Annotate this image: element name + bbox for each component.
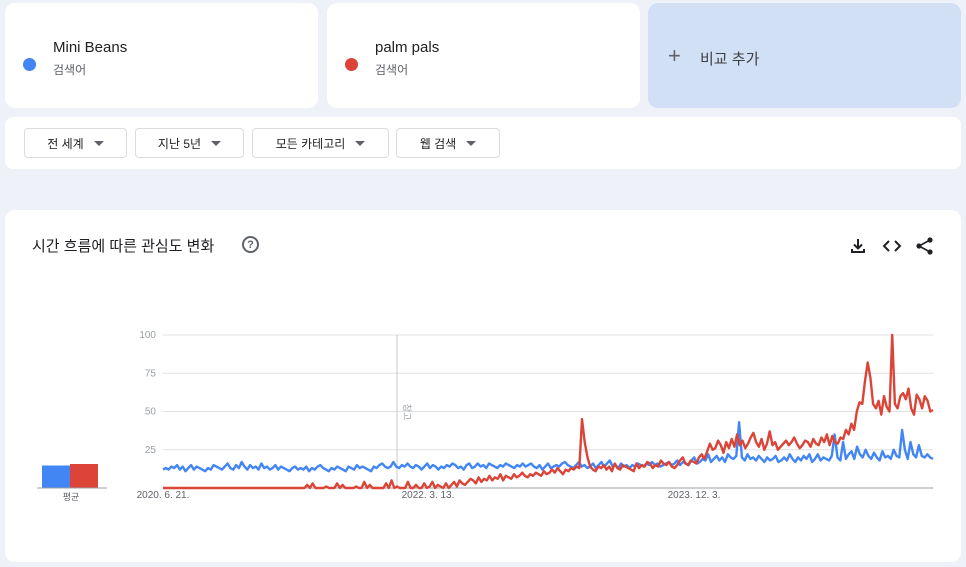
average-bar-palm-pals <box>70 464 98 488</box>
average-chart: 평균 <box>37 464 107 502</box>
y-tick-label: 50 <box>145 407 157 418</box>
note-marker-label: 참고 <box>402 404 412 421</box>
filter-search-type-label: 웹 검색 <box>419 136 457 151</box>
filter-region[interactable]: 전 세계 <box>24 128 127 158</box>
chart-title: 시간 흐름에 따른 관심도 변화 <box>32 238 215 255</box>
x-tick-label: 2022. 3. 13. <box>402 490 455 501</box>
help-icon[interactable]: ? <box>242 236 259 253</box>
filter-bar: 전 세계 지난 5년 모든 카테고리 웹 검색 <box>5 117 961 169</box>
embed-icon[interactable] <box>882 236 902 256</box>
series-line-mini-beans[interactable] <box>162 421 934 473</box>
filter-search-type[interactable]: 웹 검색 <box>396 128 500 158</box>
term-color-dot <box>23 58 36 71</box>
term-type: 검색어 <box>53 63 87 77</box>
add-comparison-button[interactable]: + 비교 추가 <box>648 3 961 108</box>
term-card-palm-pals[interactable]: palm pals 검색어 <box>327 3 640 108</box>
y-tick-label: 25 <box>145 445 157 456</box>
filter-category[interactable]: 모든 카테고리 <box>252 128 389 158</box>
chevron-down-icon <box>93 140 104 146</box>
interest-over-time-card: 시간 흐름에 따른 관심도 변화 ? <box>5 210 961 562</box>
term-name[interactable]: Mini Beans <box>53 39 128 56</box>
average-bar-mini-beans <box>42 465 70 488</box>
term-type: 검색어 <box>375 63 409 77</box>
y-tick-label: 100 <box>139 330 156 341</box>
chevron-down-icon <box>211 140 222 146</box>
term-name[interactable]: palm pals <box>375 39 440 56</box>
x-tick-label: 2023. 12. 3. <box>668 490 721 501</box>
plus-icon: + <box>668 43 681 68</box>
filter-region-label: 전 세계 <box>47 136 84 151</box>
share-icon[interactable] <box>915 236 935 256</box>
x-tick-label: 2020. 6. 21. <box>137 490 190 501</box>
chevron-down-icon <box>355 140 366 146</box>
series-line-palm-pals[interactable] <box>163 333 934 490</box>
average-label: 평균 <box>63 492 80 502</box>
add-comparison-label: 비교 추가 <box>700 51 760 68</box>
download-icon[interactable] <box>848 236 868 256</box>
filter-category-label: 모든 카테고리 <box>275 136 346 151</box>
filter-time-range-label: 지난 5년 <box>157 136 202 151</box>
term-color-dot <box>345 58 358 71</box>
filter-time-range[interactable]: 지난 5년 <box>135 128 244 158</box>
term-card-mini-beans[interactable]: Mini Beans 검색어 <box>5 3 318 108</box>
y-tick-label: 75 <box>145 368 157 379</box>
chevron-down-icon <box>466 140 477 146</box>
